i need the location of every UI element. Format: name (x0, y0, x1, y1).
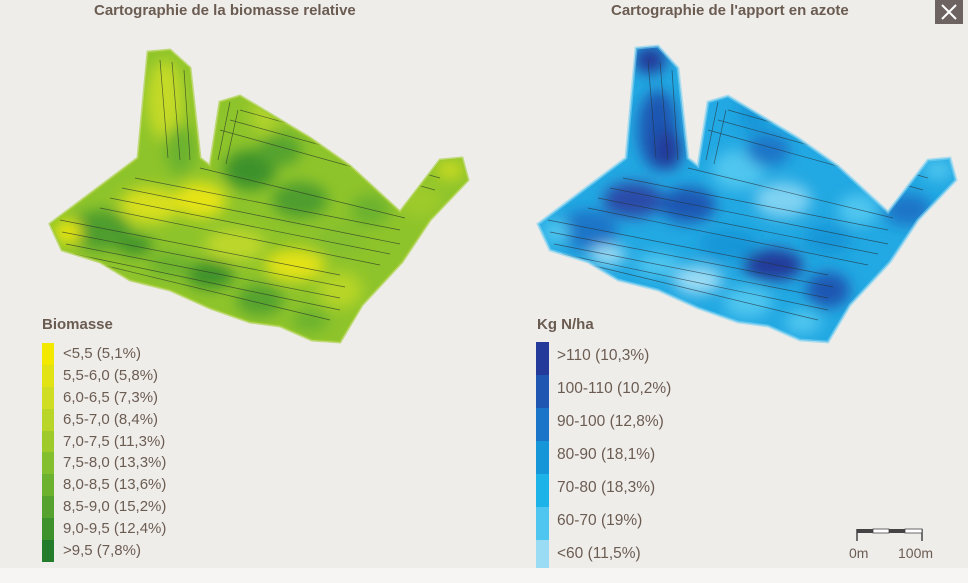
legend-swatch (536, 375, 549, 408)
right-map-title: Cartographie de l'apport en azote (611, 2, 849, 19)
legend-label: 6,5-7,0 (8,4%) (63, 410, 159, 428)
legend-label: 5,5-6,0 (5,8%) (63, 366, 159, 384)
legend-label: 100-110 (10,2%) (557, 380, 672, 397)
legend-swatch (42, 386, 54, 409)
legend-swatch (42, 408, 54, 431)
legend-swatch (42, 518, 54, 541)
legend-label: 6,0-6,5 (7,3%) (63, 388, 159, 406)
legend-label: <5,5 (5,1%) (63, 345, 141, 362)
legend-swatch (536, 540, 549, 573)
legend-label: >110 (10,3%) (557, 347, 650, 364)
legend-label: 60-70 (19%) (557, 512, 643, 529)
legend-swatch (42, 452, 54, 475)
legend-swatch (536, 507, 549, 540)
legend-label: 8,0-8,5 (13,6%) (63, 476, 167, 494)
legend-label: <60 (11,5%) (557, 545, 641, 562)
legend-swatch (536, 342, 549, 375)
legend-label: 7,5-8,0 (13,3%) (63, 454, 167, 472)
legend-label: 9,0-9,5 (12,4%) (63, 520, 167, 538)
legend-label: 8,5-9,0 (15,2%) (63, 498, 167, 516)
scale-bar (856, 528, 923, 541)
legend-label: >9,5 (7,8%) (63, 542, 141, 560)
legend-label: 80-90 (18,1%) (557, 446, 656, 463)
legend-swatch (536, 474, 549, 507)
left-map-title: Cartographie de la biomasse relative (94, 2, 356, 19)
close-button[interactable] (935, 0, 963, 24)
legend-swatch (42, 540, 54, 562)
legend-label: 7,0-7,5 (11,3%) (63, 432, 166, 450)
legend-swatch (42, 364, 54, 387)
scale-end-label: 100m (898, 545, 934, 561)
close-icon (941, 4, 957, 20)
legend-label: 70-80 (18,3%) (557, 479, 656, 496)
nitrogen-map (536, 44, 958, 344)
legend-swatch (536, 408, 549, 441)
nitrogen-legend-title: Kg N/ha (537, 316, 594, 333)
biomass-legend-title: Biomasse (42, 316, 113, 333)
legend-swatch (42, 343, 54, 365)
legend-swatch (42, 496, 54, 519)
bottom-strip (0, 568, 968, 583)
biomass-map (48, 48, 470, 344)
legend-swatch (42, 474, 54, 497)
scale-start-label: 0m (849, 545, 869, 561)
legend-swatch (42, 430, 54, 453)
legend-label: 90-100 (12,8%) (557, 413, 664, 430)
legend-swatch (536, 441, 549, 474)
